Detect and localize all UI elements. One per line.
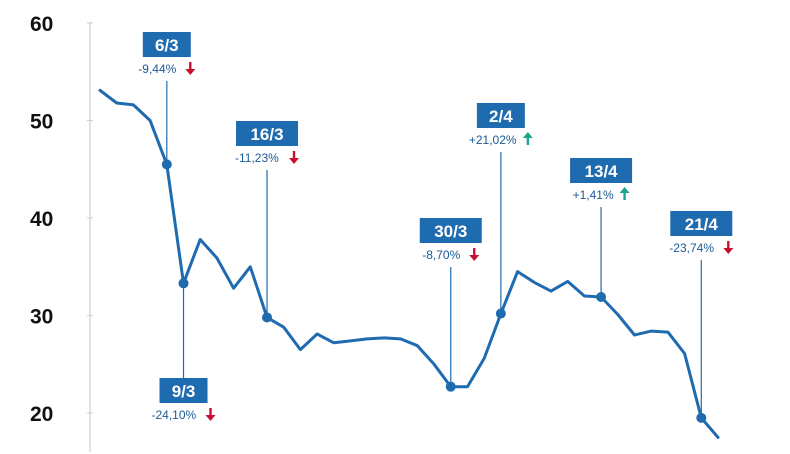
down-arrow-head-icon bbox=[469, 255, 480, 261]
annotation-markers bbox=[161, 159, 707, 423]
annotation-point bbox=[178, 278, 189, 289]
y-axis: 20 30 40 50 60 bbox=[30, 13, 93, 452]
up-arrow-head-icon bbox=[522, 132, 533, 138]
annotation-13-4: 13/4 +1,41% bbox=[570, 158, 633, 202]
annotation-21-4: 21/4 -23,74% bbox=[669, 211, 734, 255]
annotation-9-3: 9/3 -24,10% bbox=[152, 378, 216, 422]
annotation-date-box bbox=[476, 103, 525, 128]
annotation-date-label: 2/4 bbox=[489, 107, 513, 126]
annotation-change-label: +1,41% bbox=[573, 188, 614, 202]
annotation-date-box bbox=[236, 121, 299, 146]
annotation-change-label: -24,10% bbox=[152, 408, 197, 422]
annotation-date-label: 13/4 bbox=[585, 162, 619, 181]
annotation-date-label: 16/3 bbox=[250, 125, 283, 144]
series-line bbox=[98, 88, 720, 439]
price-series bbox=[98, 88, 720, 439]
y-tick-label: 50 bbox=[30, 111, 53, 134]
annotation-point bbox=[262, 312, 273, 323]
y-tick-label: 20 bbox=[30, 403, 53, 426]
annotation-date-label: 21/4 bbox=[685, 215, 719, 234]
down-arrow-head-icon bbox=[185, 69, 196, 75]
annotation-point bbox=[495, 308, 506, 319]
annotation-point bbox=[161, 159, 172, 170]
annotation-change-label: +21,02% bbox=[469, 133, 517, 147]
annotation-6-3: 6/3 -9,44% bbox=[138, 32, 196, 76]
annotation-date-box bbox=[159, 378, 208, 403]
annotation-30-3: 30/3 -8,70% bbox=[419, 218, 482, 262]
down-arrow-head-icon bbox=[205, 415, 216, 421]
up-arrow-head-icon bbox=[619, 187, 630, 193]
annotation-point bbox=[596, 291, 607, 302]
annotation-2-4: 2/4 +21,02% bbox=[469, 103, 533, 147]
annotation-date-box bbox=[570, 158, 633, 183]
annotation-16-3: 16/3 -11,23% bbox=[235, 121, 300, 165]
down-arrow-head-icon bbox=[723, 248, 734, 254]
annotation-change-label: -11,23% bbox=[235, 151, 279, 165]
annotation-date-box bbox=[419, 218, 482, 243]
down-arrow-head-icon bbox=[289, 158, 300, 164]
annotation-date-box bbox=[670, 211, 733, 236]
annotation-leaders bbox=[166, 81, 702, 418]
annotation-change-label: -23,74% bbox=[669, 241, 714, 255]
y-tick-label: 60 bbox=[30, 13, 53, 36]
annotation-date-label: 6/3 bbox=[155, 36, 179, 55]
y-tick-label: 30 bbox=[30, 306, 53, 329]
annotation-labels: 6/3 -9,44% 9/3 -24,10% 16/3 -11,23% 30/3 -8,70%… bbox=[138, 32, 734, 422]
annotation-date-label: 9/3 bbox=[172, 382, 196, 401]
annotation-date-box bbox=[142, 32, 191, 57]
annotation-date-label: 30/3 bbox=[434, 222, 467, 241]
annotation-change-label: -8,70% bbox=[422, 248, 460, 262]
annotation-point bbox=[445, 381, 456, 392]
y-tick-label: 40 bbox=[30, 208, 53, 231]
annotation-point bbox=[696, 412, 707, 423]
annotation-change-label: -9,44% bbox=[138, 62, 176, 76]
